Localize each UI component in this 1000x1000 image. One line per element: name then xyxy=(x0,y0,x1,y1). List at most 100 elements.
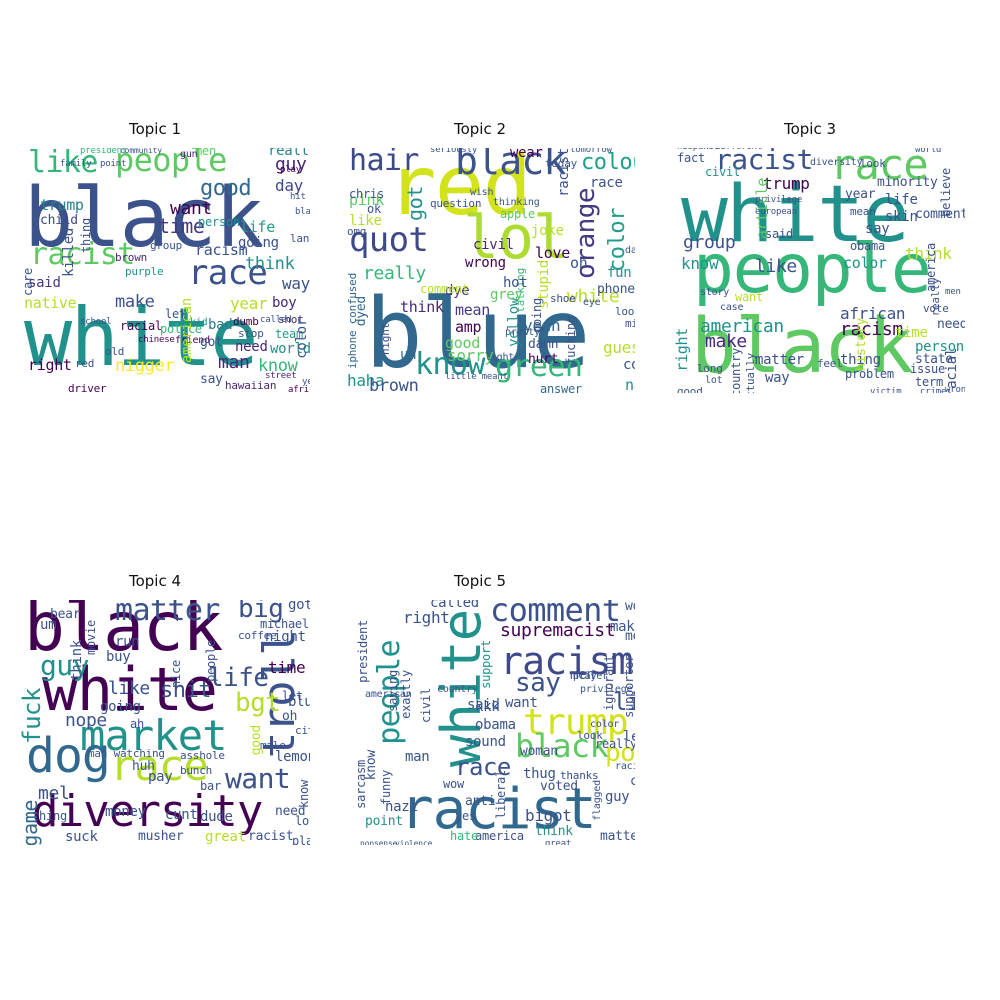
cloud-word: dumb xyxy=(233,315,259,328)
cloud-word: friend xyxy=(175,335,210,346)
cloud-word: thinking xyxy=(493,197,540,208)
cloud-word: african xyxy=(288,385,310,394)
cloud-word: city xyxy=(295,724,310,737)
cloud-word: like xyxy=(28,148,98,180)
cloud-word: night xyxy=(265,629,306,645)
cloud-word: kid xyxy=(190,317,208,328)
cloud-word: yeah xyxy=(302,377,310,387)
cloud-word: victim xyxy=(870,387,902,394)
cloud-word: think xyxy=(400,298,444,316)
cloud-word: miss xyxy=(625,317,635,330)
panel-title: Topic 2 xyxy=(453,120,507,138)
cloud-word: issue xyxy=(910,362,945,376)
cloud-word: lot xyxy=(295,814,310,828)
cloud-word: privilege xyxy=(755,195,803,205)
cloud-word: oh xyxy=(570,254,588,272)
cloud-word: bar xyxy=(200,779,221,793)
cloud-word: racist xyxy=(248,829,294,844)
cloud-word: good xyxy=(677,385,703,393)
cloud-word: life xyxy=(885,192,918,208)
cloud-word: um xyxy=(40,617,57,633)
cloud-word: nice xyxy=(169,660,183,688)
cloud-word: crime xyxy=(920,387,947,394)
cloud-word: shot xyxy=(278,313,304,326)
word-cloud: black white diversity market race dog troll mat… xyxy=(20,600,310,845)
cloud-word: minority xyxy=(877,175,938,190)
cloud-word: sarcasm xyxy=(354,760,368,809)
cloud-word: like xyxy=(755,256,797,277)
cloud-word: vote xyxy=(923,302,949,315)
cloud-word: support xyxy=(479,640,493,689)
cloud-word: male xyxy=(260,739,286,752)
cloud-word: old xyxy=(105,345,125,358)
cloud-word: matter xyxy=(755,352,804,368)
cloud-word: quot xyxy=(349,220,429,260)
cloud-word: street xyxy=(265,371,297,381)
cloud-word: long xyxy=(697,362,723,375)
cloud-word: coffee xyxy=(238,629,277,642)
cloud-word: comment xyxy=(915,207,965,222)
cloud-word: brown xyxy=(115,251,148,264)
cloud-word: problem xyxy=(845,367,894,381)
cloud-word: brown xyxy=(369,376,419,394)
cloud-word: shoe xyxy=(550,292,576,305)
cloud-word: person xyxy=(915,339,964,355)
cloud-word: market xyxy=(80,711,228,760)
cloud-word: dark xyxy=(625,245,635,256)
cloud-word: american xyxy=(365,689,412,700)
cloud-word: boy xyxy=(272,295,297,311)
cloud-word: hot xyxy=(503,275,528,291)
cloud-word: think xyxy=(245,254,295,274)
cloud-word: great xyxy=(545,839,572,846)
cloud-word: hit xyxy=(290,192,306,202)
cloud-word: got xyxy=(288,600,310,613)
cloud-word: ah xyxy=(130,717,144,731)
cloud-word: year xyxy=(230,294,268,313)
cloud-word: tomorrow xyxy=(570,148,612,155)
cloud-word: got xyxy=(200,335,223,350)
cloud-word: wow xyxy=(443,777,464,791)
cloud-word: hate xyxy=(450,829,478,843)
cloud-word: great xyxy=(205,829,246,845)
cloud-word: family xyxy=(60,159,92,169)
cloud-word: feel xyxy=(817,357,843,370)
cloud-word: buy xyxy=(106,649,131,665)
cloud-word: shit xyxy=(160,678,212,703)
cloud-word: play xyxy=(292,834,310,845)
cloud-word: gun xyxy=(180,149,198,160)
cloud-word: people xyxy=(693,230,932,309)
cloud-word: lane xyxy=(290,232,310,245)
cloud-word: privilege xyxy=(580,684,633,695)
cloud-word: blue xyxy=(288,694,310,710)
cloud-word: black xyxy=(515,727,609,765)
cloud-word: make xyxy=(705,331,747,352)
cloud-word: said xyxy=(765,227,793,241)
cloud-word: racist xyxy=(400,777,597,842)
cloud-word: mean xyxy=(455,301,490,319)
cloud-word: america xyxy=(475,829,524,843)
cloud-word: hispanic xyxy=(677,148,719,152)
cloud-word: voted xyxy=(540,779,578,794)
panel-title: Topic 4 xyxy=(128,572,182,590)
cloud-word: mean xyxy=(850,205,876,218)
cloud-word: community xyxy=(120,148,162,155)
cloud-word: thug xyxy=(523,766,556,782)
cloud-word: nope xyxy=(65,710,107,731)
cloud-word: seriously xyxy=(430,148,478,155)
cloud-word: wear xyxy=(510,148,543,161)
cloud-word: obama xyxy=(475,717,516,733)
cloud-word: trump xyxy=(40,196,84,214)
cloud-word: going xyxy=(238,235,279,251)
cloud-word: know xyxy=(415,347,485,382)
cloud-word: charlottesville xyxy=(465,600,544,601)
cloud-word: like xyxy=(108,678,150,699)
cloud-word: trump xyxy=(523,702,628,743)
cloud-word: man xyxy=(218,352,250,373)
cloud-word: lot xyxy=(705,375,723,386)
cloud-word: play xyxy=(280,165,301,175)
panel-title: Topic 5 xyxy=(453,572,507,590)
cloud-word: story xyxy=(700,287,730,298)
cloud-word: thing xyxy=(79,218,93,253)
cloud-word: like xyxy=(349,213,382,229)
cloud-word: nigger xyxy=(115,356,175,376)
